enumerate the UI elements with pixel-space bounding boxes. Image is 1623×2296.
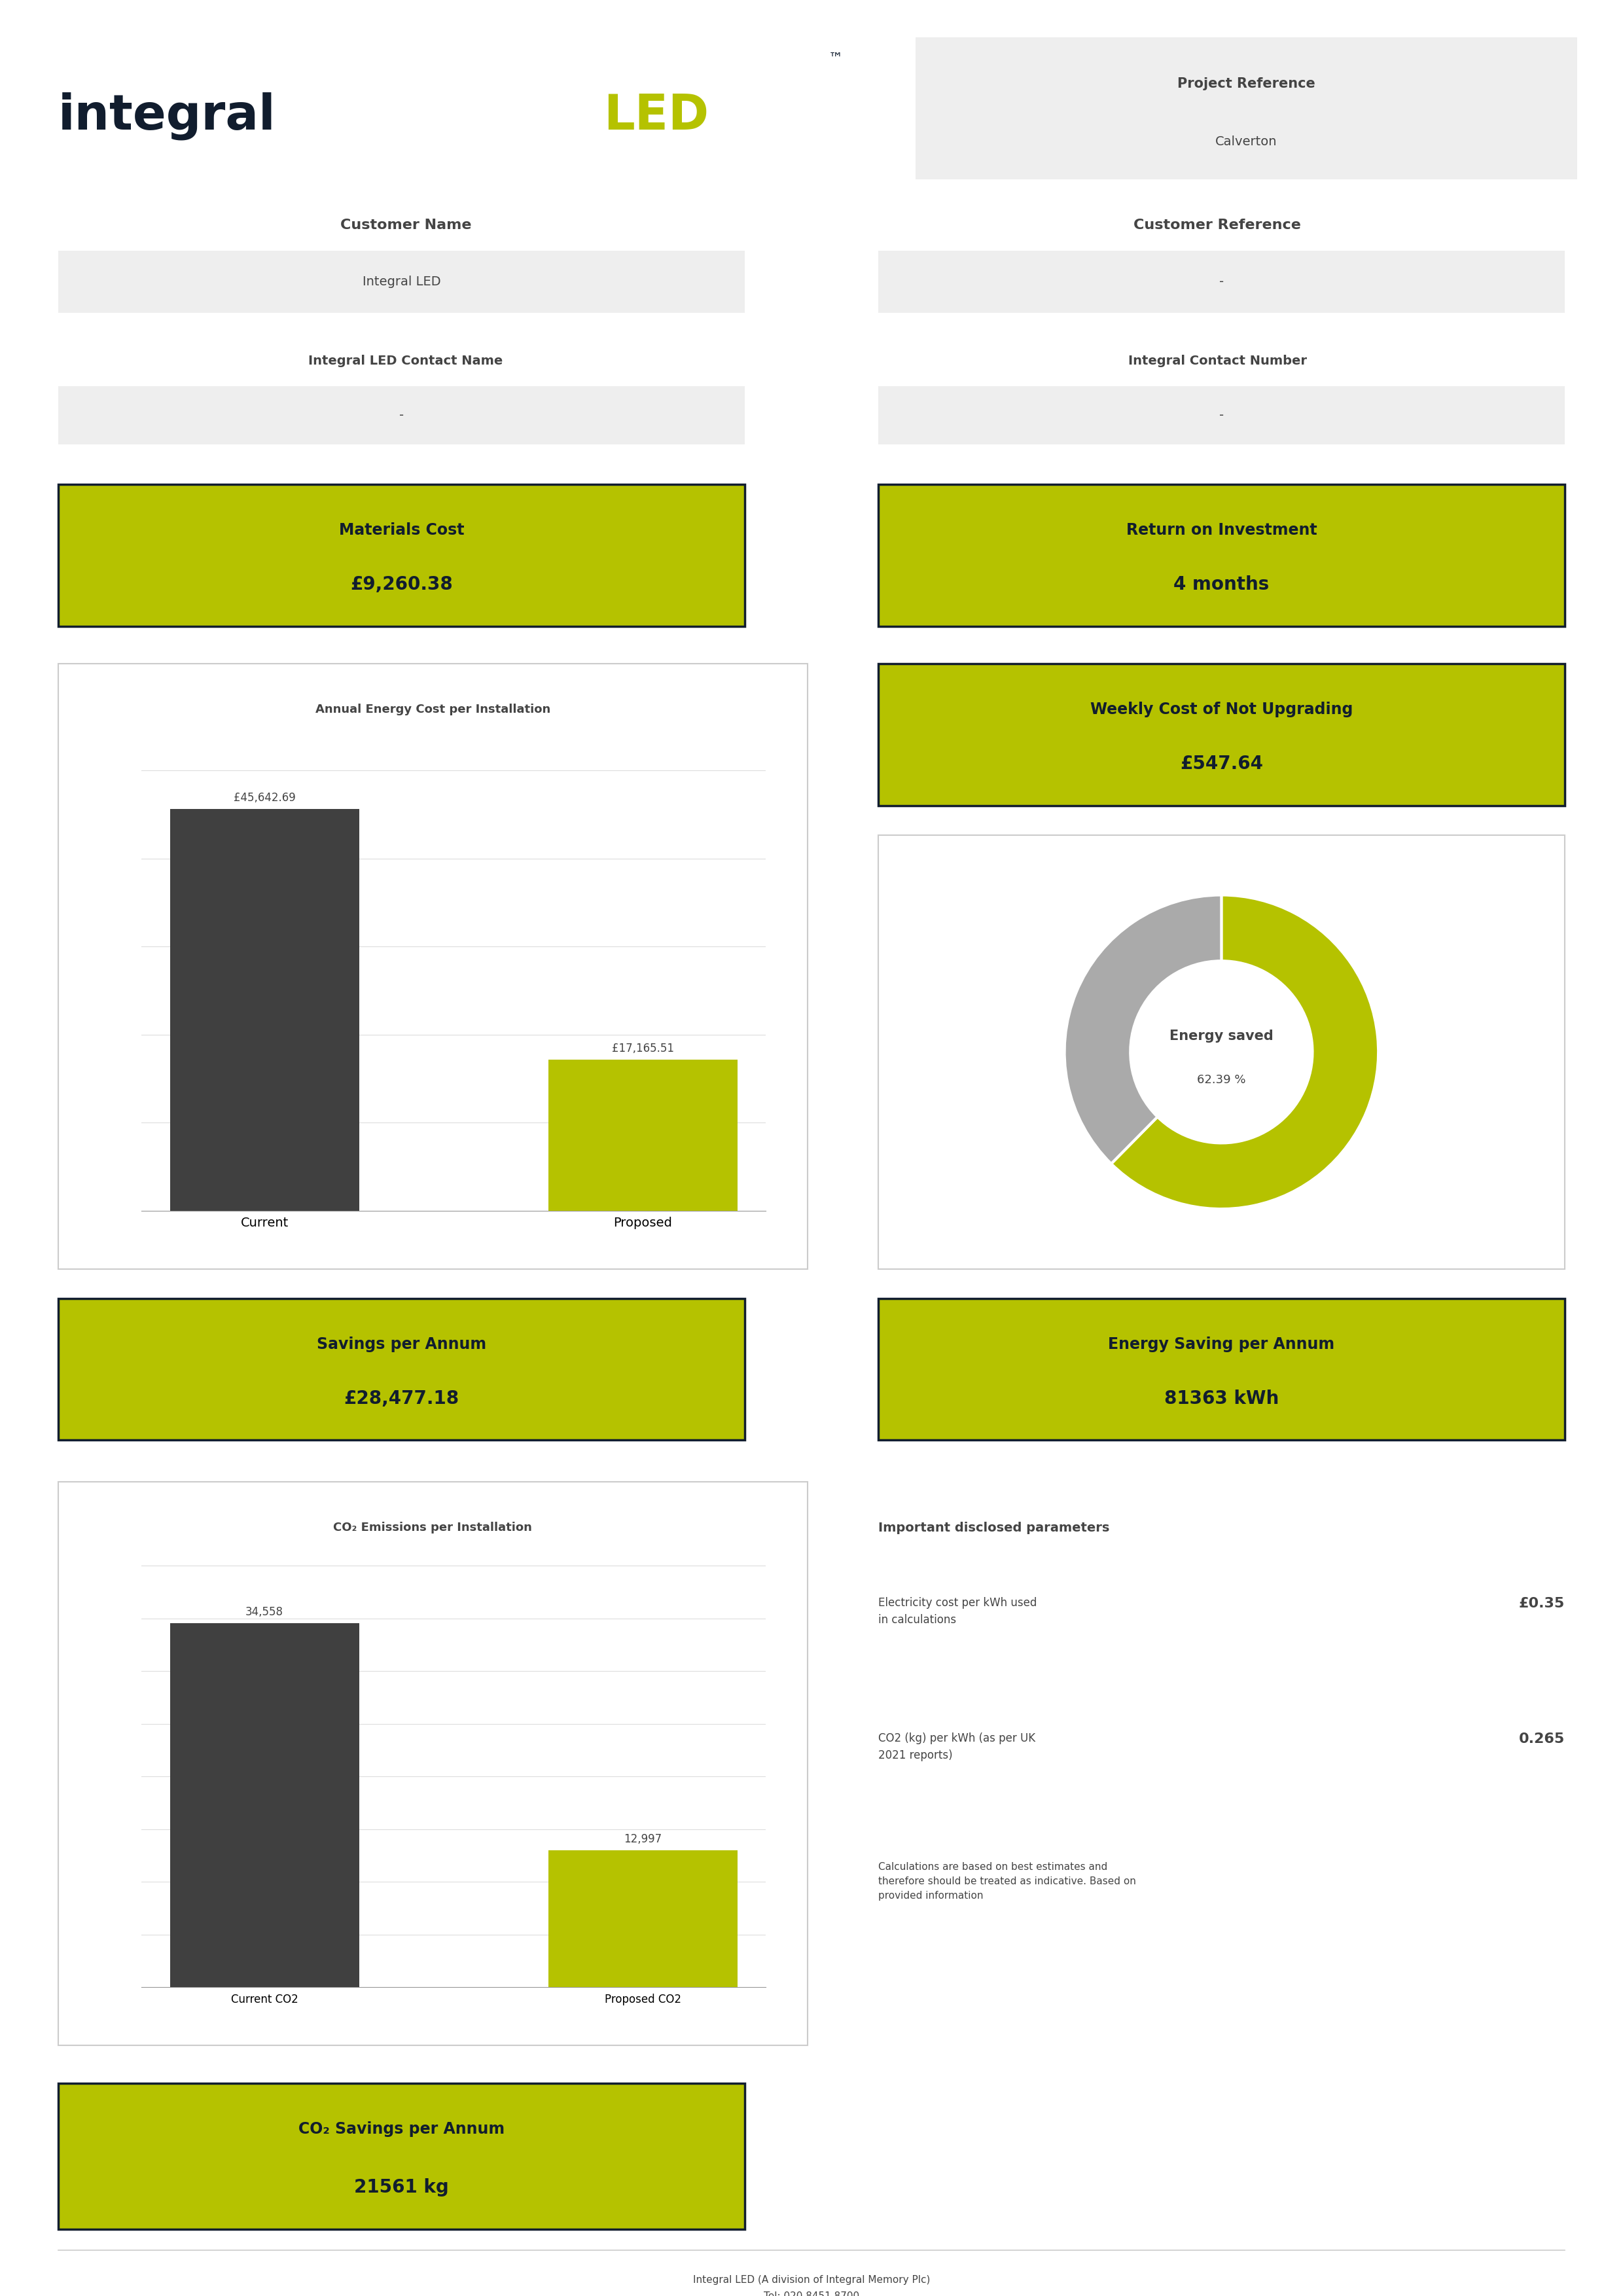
Bar xyxy=(58,386,745,445)
Text: CO₂ Emissions per Installation: CO₂ Emissions per Installation xyxy=(333,1522,532,1534)
Bar xyxy=(58,664,807,1270)
Text: Calculations are based on best estimates and
therefore should be treated as indi: Calculations are based on best estimates… xyxy=(878,1862,1136,1901)
Bar xyxy=(878,836,1565,1270)
Text: Return on Investment: Return on Investment xyxy=(1126,521,1316,537)
Text: 81363 kWh: 81363 kWh xyxy=(1164,1389,1279,1407)
Text: LED: LED xyxy=(604,92,709,140)
Bar xyxy=(878,664,1565,806)
Bar xyxy=(58,250,745,312)
Wedge shape xyxy=(1065,895,1222,1164)
Bar xyxy=(549,1851,737,1986)
Text: integral: integral xyxy=(58,92,276,140)
Bar xyxy=(58,1481,807,2046)
Text: Integral LED Contact Name: Integral LED Contact Name xyxy=(308,356,503,367)
Bar xyxy=(170,808,359,1210)
Text: £28,477.18: £28,477.18 xyxy=(344,1389,459,1407)
Text: ™: ™ xyxy=(828,53,842,64)
Wedge shape xyxy=(1112,895,1378,1210)
Text: Energy Saving per Annum: Energy Saving per Annum xyxy=(1109,1336,1334,1352)
Text: 21561 kg: 21561 kg xyxy=(354,2179,450,2197)
Text: 62.39 %: 62.39 % xyxy=(1198,1075,1246,1086)
Text: £17,165.51: £17,165.51 xyxy=(612,1042,674,1054)
Text: £45,642.69: £45,642.69 xyxy=(234,792,295,804)
Text: 34,558: 34,558 xyxy=(245,1605,284,1619)
Text: 4 months: 4 months xyxy=(1173,576,1269,595)
Bar xyxy=(878,484,1565,627)
Bar xyxy=(915,37,1578,179)
Text: Materials Cost: Materials Cost xyxy=(339,521,464,537)
Text: Integral LED (A division of Integral Memory Plc)
Tel: 020 8451 8700
Unit 6 Iron : Integral LED (A division of Integral Mem… xyxy=(623,2275,1000,2296)
Text: 12,997: 12,997 xyxy=(623,1832,662,1846)
Text: Annual Energy Cost per Installation: Annual Energy Cost per Installation xyxy=(315,705,550,716)
Bar xyxy=(58,1297,745,1440)
Text: £0.35: £0.35 xyxy=(1519,1596,1565,1609)
Text: Customer Name: Customer Name xyxy=(341,218,471,232)
Text: Integral Contact Number: Integral Contact Number xyxy=(1128,356,1307,367)
Text: CO2 (kg) per kWh (as per UK
2021 reports): CO2 (kg) per kWh (as per UK 2021 reports… xyxy=(878,1733,1035,1761)
Text: Energy saved: Energy saved xyxy=(1170,1029,1274,1042)
Text: Integral LED: Integral LED xyxy=(362,276,441,287)
Text: -: - xyxy=(1219,409,1224,422)
Text: Calverton: Calverton xyxy=(1216,135,1277,149)
Text: Weekly Cost of Not Upgrading: Weekly Cost of Not Upgrading xyxy=(1091,703,1352,719)
Bar xyxy=(58,2082,745,2229)
Text: Customer Reference: Customer Reference xyxy=(1133,218,1302,232)
Text: CO₂ Savings per Annum: CO₂ Savings per Annum xyxy=(299,2122,505,2138)
Bar xyxy=(878,386,1565,445)
Text: -: - xyxy=(399,409,404,422)
Bar xyxy=(170,1623,359,1986)
Text: Electricity cost per kWh used
in calculations: Electricity cost per kWh used in calcula… xyxy=(878,1596,1037,1626)
Text: Savings per Annum: Savings per Annum xyxy=(316,1336,487,1352)
Text: Project Reference: Project Reference xyxy=(1177,78,1315,90)
Bar xyxy=(58,484,745,627)
Text: £547.64: £547.64 xyxy=(1180,755,1263,774)
Bar xyxy=(549,1058,737,1210)
Bar xyxy=(878,1297,1565,1440)
Text: £9,260.38: £9,260.38 xyxy=(351,576,453,595)
Text: 0.265: 0.265 xyxy=(1519,1733,1565,1745)
Bar xyxy=(878,250,1565,312)
Text: -: - xyxy=(1219,276,1224,287)
Text: Important disclosed parameters: Important disclosed parameters xyxy=(878,1522,1110,1534)
